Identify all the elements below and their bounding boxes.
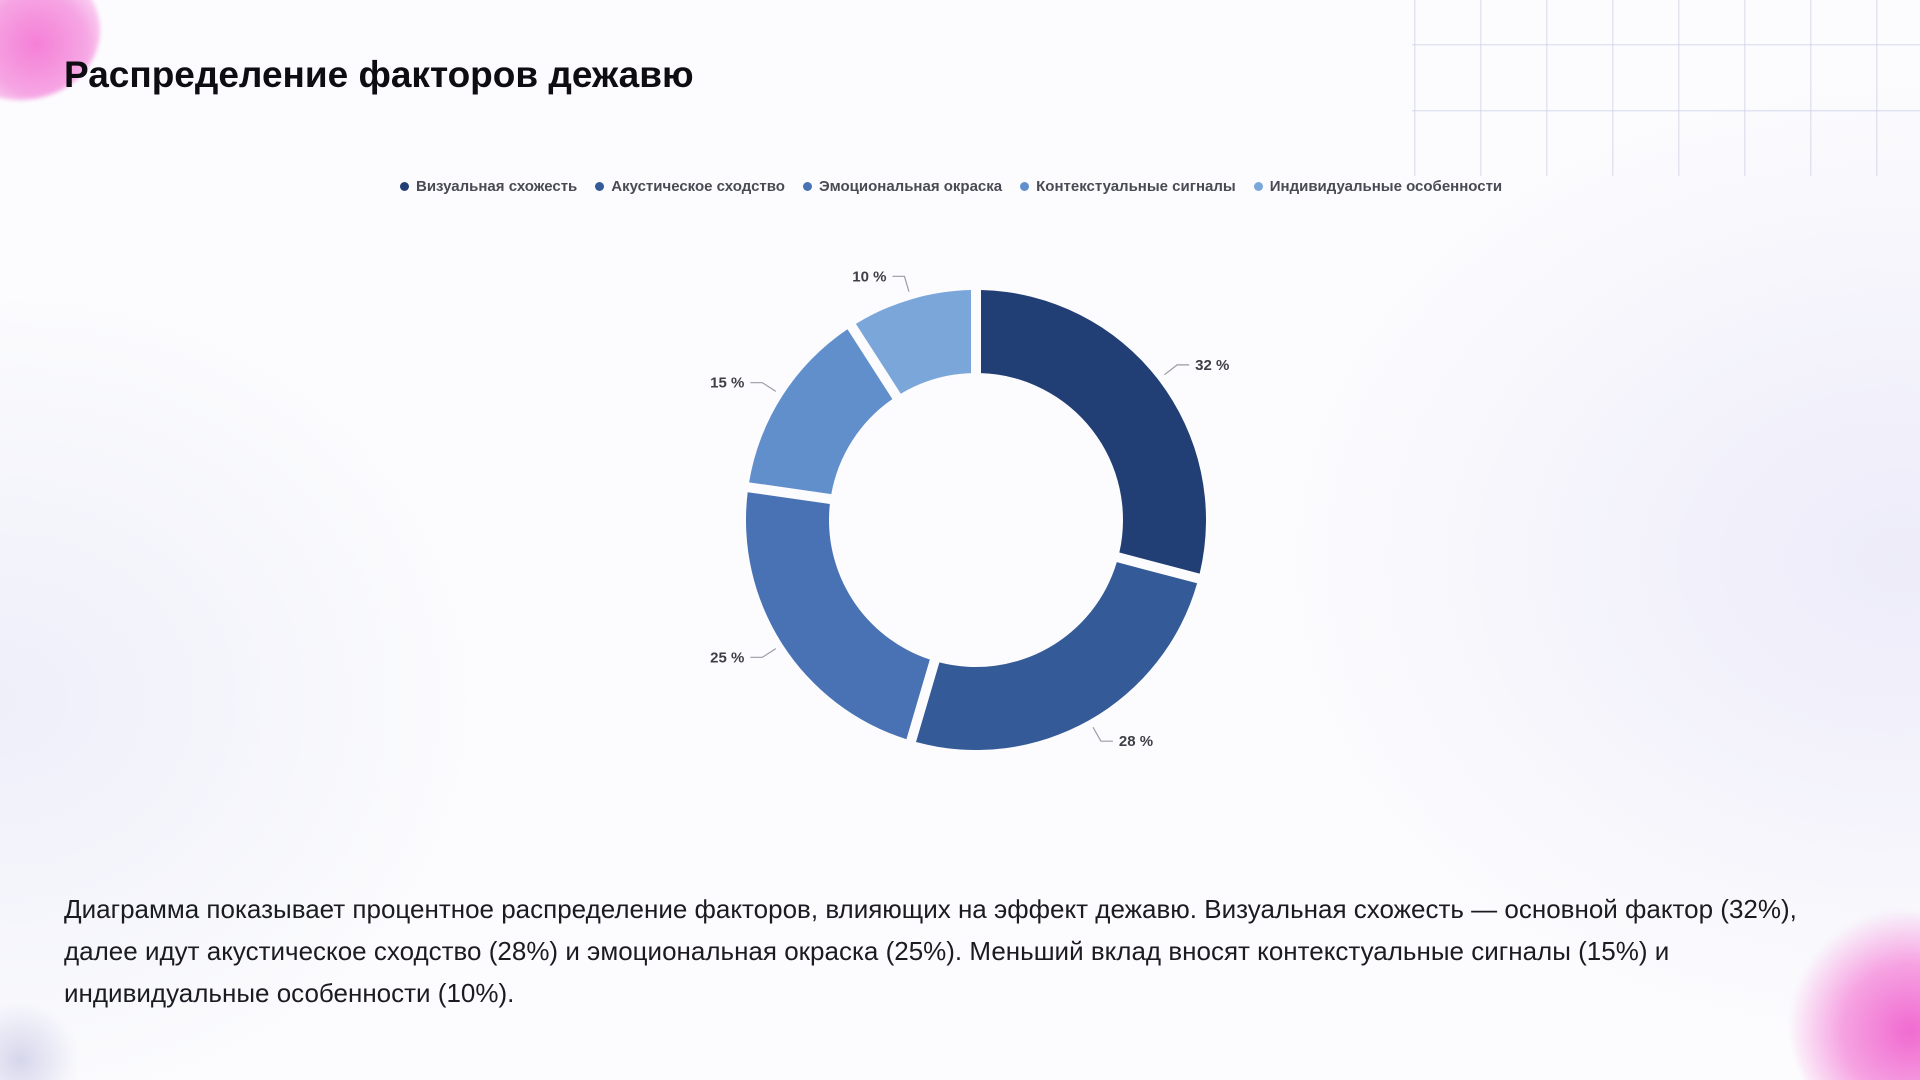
- slice-leader-line: [1092, 726, 1113, 742]
- donut-slice: [749, 329, 893, 495]
- chart-legend: Визуальная схожесть Акустическое сходство…: [400, 178, 1502, 195]
- donut-slice: [746, 492, 930, 740]
- legend-label: Акустическое сходство: [611, 178, 785, 195]
- legend-item: Акустическое сходство: [595, 178, 785, 195]
- legend-label: Индивидуальные особенности: [1269, 178, 1503, 195]
- donut-slice: [916, 562, 1198, 750]
- legend-item: Индивидуальные особенности: [1253, 178, 1503, 195]
- chart-description: Диаграмма показывает процентное распреде…: [64, 894, 1797, 1008]
- slice-data-label: 28 %: [1119, 733, 1153, 750]
- slice-data-label: 32 %: [1195, 357, 1229, 374]
- legend-marker: [802, 182, 812, 191]
- decorative-grid: [1412, 0, 1920, 176]
- donut-slice: [855, 290, 972, 394]
- slice-leader-line: [750, 648, 777, 658]
- legend-marker: [1253, 182, 1263, 191]
- slice-leader-line: [892, 275, 910, 292]
- legend-item: Визуальная схожесть: [400, 178, 577, 195]
- legend-item: Контекстуальные сигналы: [1020, 178, 1236, 195]
- legend-item: Эмоциональная окраска: [802, 178, 1003, 195]
- legend-label: Контекстуальные сигналы: [1036, 178, 1236, 195]
- legend-marker: [595, 182, 605, 191]
- slice-data-label: 10 %: [852, 268, 886, 285]
- slice-data-label: 25 %: [710, 649, 744, 666]
- slide-title: Распределение факторов дежавю: [64, 54, 694, 95]
- legend-marker: [1020, 182, 1030, 191]
- legend-label: Визуальная схожесть: [416, 178, 578, 195]
- slice-leader-line: [1164, 364, 1190, 376]
- donut-slice: [980, 290, 1206, 574]
- legend-label: Эмоциональная окраска: [818, 178, 1003, 195]
- slice-data-label: 15 %: [710, 375, 744, 392]
- slice-leader-line: [750, 382, 777, 392]
- legend-marker: [400, 182, 409, 191]
